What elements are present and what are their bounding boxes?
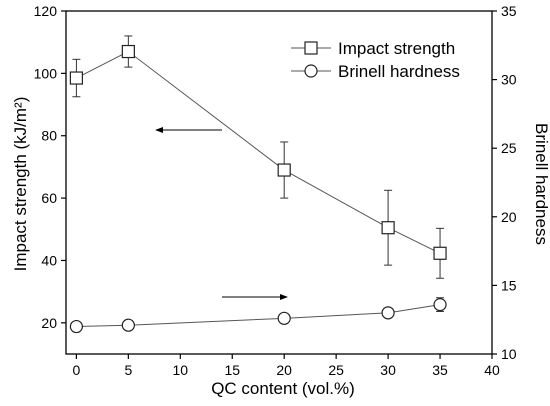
y-left-tick-label: 80: [41, 128, 57, 144]
y-left-tick-label: 120: [34, 3, 58, 19]
impact-point: [121, 44, 135, 59]
y-right-tick-label: 20: [501, 209, 517, 225]
x-tick-label: 25: [328, 362, 344, 378]
impact-point: [381, 221, 395, 235]
legend-label-impact: Impact strength: [338, 39, 455, 58]
hardness-point: [121, 318, 135, 332]
arrow-left-head: [155, 127, 163, 133]
x-axis-title: QC content (vol.%): [211, 379, 355, 398]
y-left-axis-title: Impact strength (kJ/m²): [11, 97, 30, 272]
hardness-point: [433, 298, 447, 312]
x-tick-label: 30: [380, 362, 396, 378]
legend-label-hardness: Brinell hardness: [338, 62, 460, 81]
y-left-tick-label: 60: [41, 190, 57, 206]
legend: Impact strength Brinell hardness: [291, 39, 460, 81]
y-right-tick-label: 15: [501, 277, 517, 293]
x-tick-label: 5: [124, 362, 132, 378]
hardness-point: [381, 306, 395, 320]
plot-layer: 0 5 10 15 20 25 30 35 40 20 40 60 80 100 120 10 15 20 25 30…: [34, 3, 517, 378]
x-tick-label: 40: [484, 362, 500, 378]
y-right-tick-label: 35: [501, 3, 517, 19]
hardness-point: [277, 311, 291, 325]
y-left-tick-label: 20: [41, 315, 57, 331]
hardness-point: [69, 319, 83, 334]
y-left-tick-label: 100: [34, 65, 58, 81]
x-tick-label: 10: [173, 362, 189, 378]
y-right-tick-label: 10: [501, 346, 517, 362]
y-right-tick-label: 25: [501, 140, 517, 156]
x-tick-label: 20: [276, 362, 292, 378]
x-tick-label: 35: [432, 362, 448, 378]
legend-square-marker: [304, 41, 318, 55]
arrow-right-head: [280, 294, 288, 300]
y-right-tick-label: 30: [501, 72, 517, 88]
legend-circle-marker: [304, 64, 318, 78]
impact-point: [277, 163, 291, 177]
plot-frame: [65, 10, 493, 355]
impact-point: [433, 246, 447, 260]
x-tick-label: 0: [72, 362, 80, 378]
x-tick-label: 15: [224, 362, 240, 378]
y-left-tick-label: 40: [41, 252, 57, 268]
impact-point: [69, 71, 83, 85]
y-right-axis-title: Brinell hardness: [532, 123, 550, 245]
